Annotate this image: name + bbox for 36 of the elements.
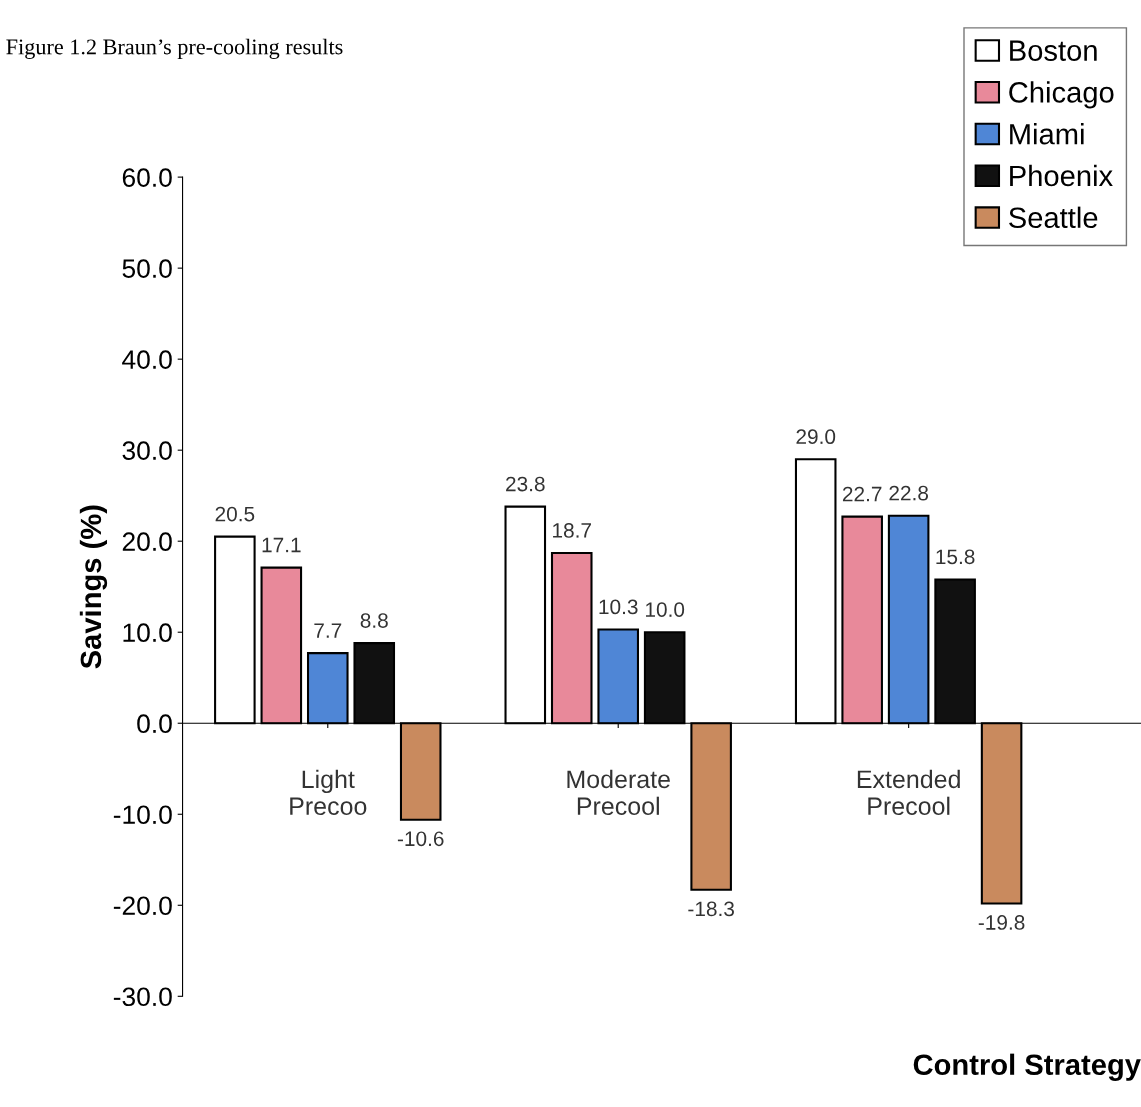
- legend-label: Seattle: [1009, 206, 1098, 229]
- x-tick-label: Light Precoo: [290, 769, 367, 816]
- y-tick-label: 60.0: [122, 168, 172, 187]
- y-tick-label: 0.0: [137, 714, 172, 734]
- data-label: -10.6: [397, 831, 444, 847]
- data-label: 8.8: [360, 613, 388, 628]
- y-axis-title: Savings (%): [79, 505, 108, 669]
- y-tick-label: 10.0: [123, 623, 172, 643]
- data-label: 22.8: [889, 485, 929, 501]
- y-tick-label: 50.0: [122, 259, 172, 278]
- data-label: 20.5: [215, 506, 255, 522]
- x-tick-label: Moderate Precool: [567, 769, 670, 816]
- y-tick-label: 40.0: [122, 350, 172, 369]
- data-label: -18.3: [688, 901, 734, 917]
- data-label: -19.8: [978, 915, 1025, 930]
- x-tick-label: Extended Precool: [857, 769, 960, 816]
- y-tick-label: 30.0: [122, 441, 172, 460]
- data-label: 17.1: [262, 537, 301, 553]
- legend-label: Miami: [1010, 123, 1084, 145]
- data-label: 23.8: [506, 476, 545, 492]
- x-axis-title: Control Strategy: [913, 1053, 1141, 1081]
- data-label: 10.0: [646, 602, 685, 617]
- y-tick-label: 20.0: [122, 532, 172, 552]
- legend-label: Phoenix: [1010, 164, 1113, 187]
- data-label: 18.7: [553, 523, 591, 538]
- data-label: 22.7: [842, 486, 882, 502]
- y-tick-label: -30.0: [113, 987, 172, 1007]
- data-label: 15.8: [936, 549, 975, 565]
- y-tick-label: -10.0: [113, 805, 172, 825]
- legend-label: Boston: [1010, 40, 1097, 61]
- data-label: 7.7: [314, 623, 342, 638]
- chart-title: Figure 1.2 Braun’s pre-cooling results: [6, 38, 343, 59]
- legend-label: Chicago: [1009, 81, 1114, 109]
- data-label: 29.0: [796, 429, 836, 445]
- y-tick-label: -20.0: [113, 896, 172, 916]
- data-label: 10.3: [599, 599, 638, 615]
